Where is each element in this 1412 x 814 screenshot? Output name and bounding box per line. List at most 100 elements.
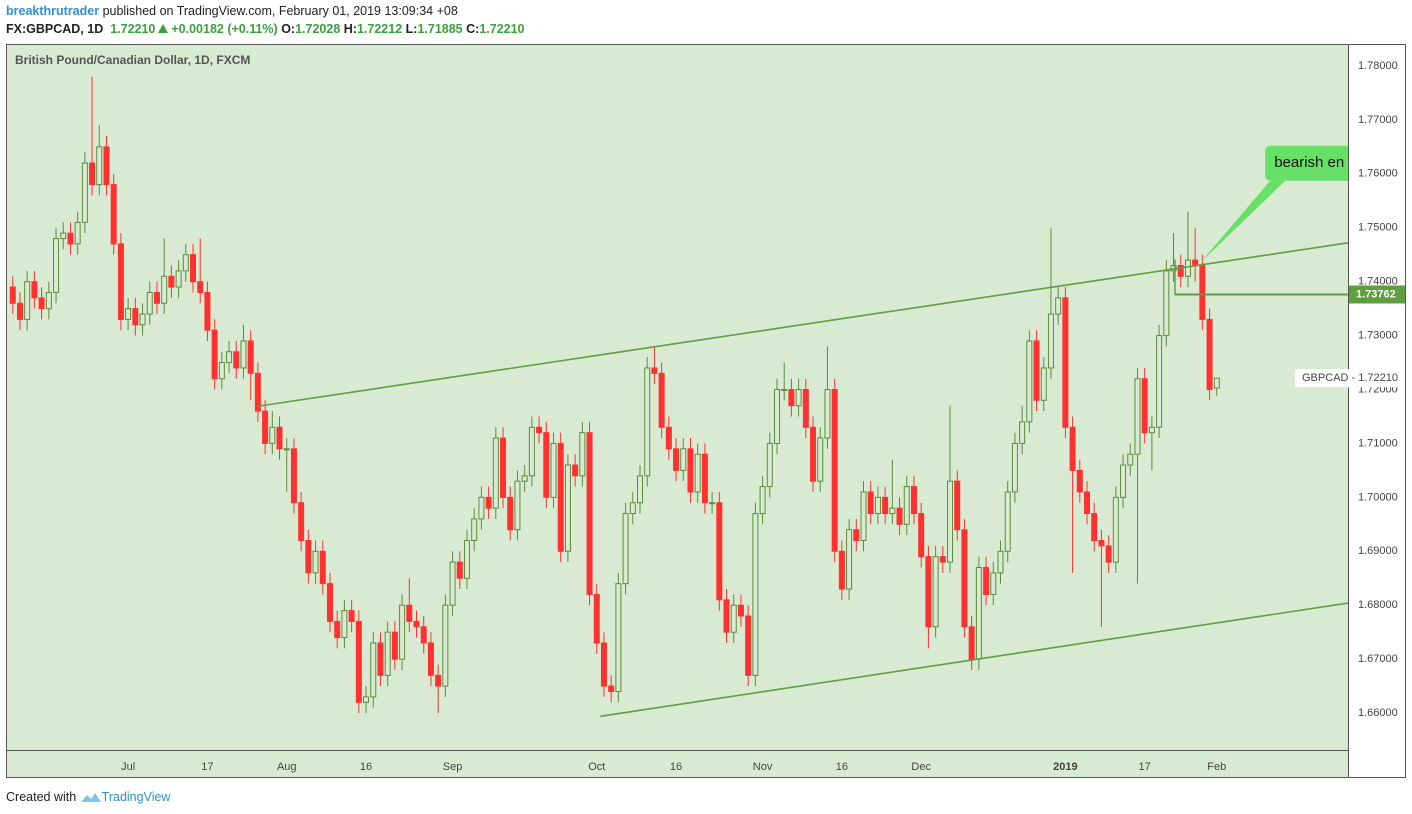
- candle-body: [615, 583, 622, 692]
- candle-body: [1004, 491, 1011, 552]
- symbol-line: FX:GBPCAD, 1D 1.72210 +0.00182 (+0.11%) O…: [6, 22, 525, 36]
- candle-body: [925, 556, 932, 628]
- candle-body: [658, 372, 665, 428]
- candle-body: [1062, 297, 1069, 428]
- candle-body: [276, 426, 283, 450]
- candle-body: [153, 291, 160, 304]
- candle-body: [947, 480, 954, 563]
- candle-body: [954, 480, 961, 531]
- candle-body: [579, 432, 586, 477]
- candle-body: [781, 389, 788, 392]
- level-label: 1.73762: [1356, 288, 1396, 300]
- candle-body: [125, 308, 132, 320]
- y-tick-label: 1.76000: [1358, 168, 1398, 180]
- candle-body: [38, 297, 45, 310]
- candle-body: [247, 340, 254, 374]
- candle-body: [290, 448, 297, 504]
- candle-body: [730, 604, 737, 633]
- brand[interactable]: TradingView: [101, 790, 171, 804]
- x-tick-label: 2019: [1053, 761, 1077, 773]
- plot-background: [7, 45, 1348, 777]
- candle-body: [1156, 335, 1163, 428]
- candle-body: [1069, 426, 1076, 471]
- ohlc-value: 1.72028: [295, 22, 341, 36]
- ohlc-value: 1.72210: [479, 22, 525, 36]
- candle-body: [1177, 264, 1184, 277]
- author[interactable]: breakthrutrader: [6, 4, 100, 18]
- candle-body: [889, 507, 896, 515]
- candle-body: [449, 561, 456, 606]
- x-tick-label: 16: [360, 761, 372, 773]
- x-tick-label: 17: [1139, 761, 1151, 773]
- created: Created with: [6, 790, 77, 804]
- candle-body: [1091, 513, 1098, 542]
- candle-body: [427, 642, 434, 676]
- candle-body: [31, 281, 38, 299]
- candle-body: [600, 642, 607, 687]
- candle-body: [9, 286, 16, 304]
- candle-body: [1105, 545, 1112, 563]
- candle-body: [644, 367, 651, 477]
- candle-body: [348, 610, 355, 622]
- candle-body: [355, 620, 362, 703]
- candle-body: [435, 674, 442, 687]
- candle-body: [536, 426, 543, 434]
- trend-line: [600, 602, 1349, 718]
- candle-body: [182, 254, 189, 272]
- y-tick-label: 1.69000: [1358, 545, 1398, 557]
- candle-body: [514, 480, 521, 531]
- y-tick-label: 1.70000: [1358, 491, 1398, 503]
- candle-body: [132, 308, 139, 326]
- candle-body: [226, 351, 233, 364]
- up-arrow: [158, 24, 169, 33]
- candle-body: [773, 389, 780, 444]
- candle-body: [939, 556, 946, 563]
- candle-body: [709, 502, 716, 505]
- x-tick-label: Oct: [588, 761, 605, 773]
- candle-body: [463, 540, 470, 579]
- candle-body: [341, 610, 348, 639]
- candle-body: [391, 631, 398, 660]
- candle-body: [528, 426, 535, 477]
- published: published on TradingView.com, February 0…: [102, 4, 458, 18]
- candle-body: [716, 502, 723, 601]
- candle-body: [810, 426, 817, 482]
- candle-body: [1084, 491, 1091, 515]
- candle-body: [673, 448, 680, 471]
- candle-body: [759, 486, 766, 515]
- candle-body: [629, 502, 636, 515]
- chart-title: British Pound/Canadian Dollar, 1D, FXCM: [15, 53, 250, 67]
- candle-body: [665, 426, 672, 450]
- candle-body: [543, 432, 550, 498]
- candle-body: [406, 604, 413, 622]
- level-badge: [1349, 285, 1405, 304]
- candle-body: [1112, 496, 1119, 563]
- candle-body: [175, 270, 182, 288]
- x-tick-label: Aug: [277, 761, 297, 773]
- publish-line: breakthrutrader published on TradingView…: [6, 4, 458, 18]
- ohlc-value: 1.71885: [417, 22, 463, 36]
- chart: 1.66000 1.67000 1.68000 1.69000 1.70000 1.710…: [6, 44, 1406, 778]
- candle-body: [766, 442, 773, 488]
- callout-text: bearish en: [1274, 154, 1344, 171]
- candle-body: [997, 550, 1004, 574]
- x-tick-label: 16: [670, 761, 682, 773]
- candle-body: [334, 620, 341, 639]
- logo: [80, 793, 101, 802]
- candle-body: [651, 367, 658, 374]
- candle-body: [867, 491, 874, 515]
- candle-body: [1040, 367, 1047, 401]
- candle-body: [442, 604, 449, 687]
- candle-body: [874, 496, 881, 515]
- candle-body: [67, 232, 74, 245]
- candle-body: [204, 291, 211, 331]
- y-tick-label: 1.77000: [1358, 114, 1398, 126]
- candle-body: [507, 496, 514, 531]
- candle-body: [370, 642, 377, 698]
- candle-body: [968, 626, 975, 660]
- candle-body: [795, 389, 802, 407]
- candle-body: [384, 631, 391, 676]
- candle-body: [723, 599, 730, 633]
- candle-body: [377, 642, 384, 676]
- candle-body: [117, 243, 124, 320]
